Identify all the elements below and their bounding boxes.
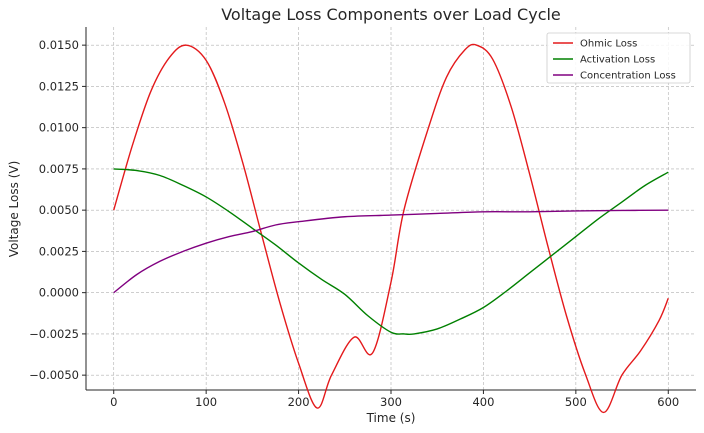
legend-frame bbox=[546, 32, 691, 84]
y-tick-label: 0.0075 bbox=[39, 162, 79, 176]
series-layer bbox=[113, 43, 669, 414]
concentration-loss-line bbox=[113, 209, 669, 294]
x-tick-label: 600 bbox=[657, 395, 679, 409]
legend-label-ohmic-loss: Ohmic Loss bbox=[580, 39, 637, 50]
x-axis-label: Time (s) bbox=[366, 411, 416, 425]
x-tick-label: 400 bbox=[472, 395, 494, 409]
x-tick-label: 500 bbox=[565, 395, 587, 409]
legend-label-concentration-loss: Concentration Loss bbox=[580, 71, 676, 82]
axes-layer: 0 100 200 300 400 500 600 −0.0050 −0.0025 0.0000 0… bbox=[29, 27, 696, 409]
activation-loss-line bbox=[113, 168, 669, 336]
y-tick-label: 0.0025 bbox=[39, 244, 79, 258]
legend: Ohmic Loss Activation Loss Concentration L… bbox=[546, 32, 691, 84]
x-tick-label: 100 bbox=[195, 395, 217, 409]
legend-label-activation-loss: Activation Loss bbox=[580, 55, 655, 66]
ohmic-loss-line bbox=[113, 43, 669, 414]
y-tick-label: 0.0100 bbox=[39, 121, 79, 135]
x-tick-label: 0 bbox=[110, 395, 117, 409]
x-tick-label: 200 bbox=[288, 395, 310, 409]
y-axis-label: Voltage Loss (V) bbox=[7, 161, 21, 258]
y-tick-label: 0.0050 bbox=[39, 203, 79, 217]
x-tick-label: 300 bbox=[380, 395, 402, 409]
y-tick-label: 0.0150 bbox=[39, 38, 79, 52]
y-tick-label: −0.0025 bbox=[29, 327, 79, 341]
chart-title: Voltage Loss Components over Load Cycle bbox=[221, 5, 561, 24]
y-tick-label: 0.0125 bbox=[39, 79, 79, 93]
y-tick-label: −0.0050 bbox=[29, 368, 79, 382]
y-tick-label: 0.0000 bbox=[39, 286, 79, 300]
